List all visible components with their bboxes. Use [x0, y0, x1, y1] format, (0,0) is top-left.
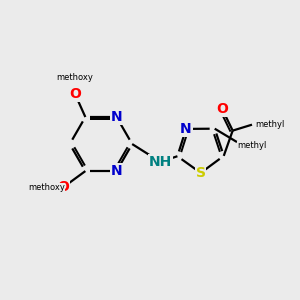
- Text: methyl: methyl: [255, 120, 284, 129]
- Text: N: N: [111, 164, 122, 178]
- Text: N: N: [111, 110, 122, 124]
- Text: methoxy: methoxy: [28, 183, 65, 192]
- Text: O: O: [69, 87, 81, 101]
- Text: O: O: [216, 102, 228, 116]
- Text: NH: NH: [149, 155, 172, 169]
- Text: S: S: [196, 166, 206, 180]
- Text: O: O: [57, 180, 69, 194]
- Text: N: N: [180, 122, 192, 136]
- Text: methyl: methyl: [237, 140, 266, 149]
- Text: methoxy: methoxy: [56, 73, 93, 82]
